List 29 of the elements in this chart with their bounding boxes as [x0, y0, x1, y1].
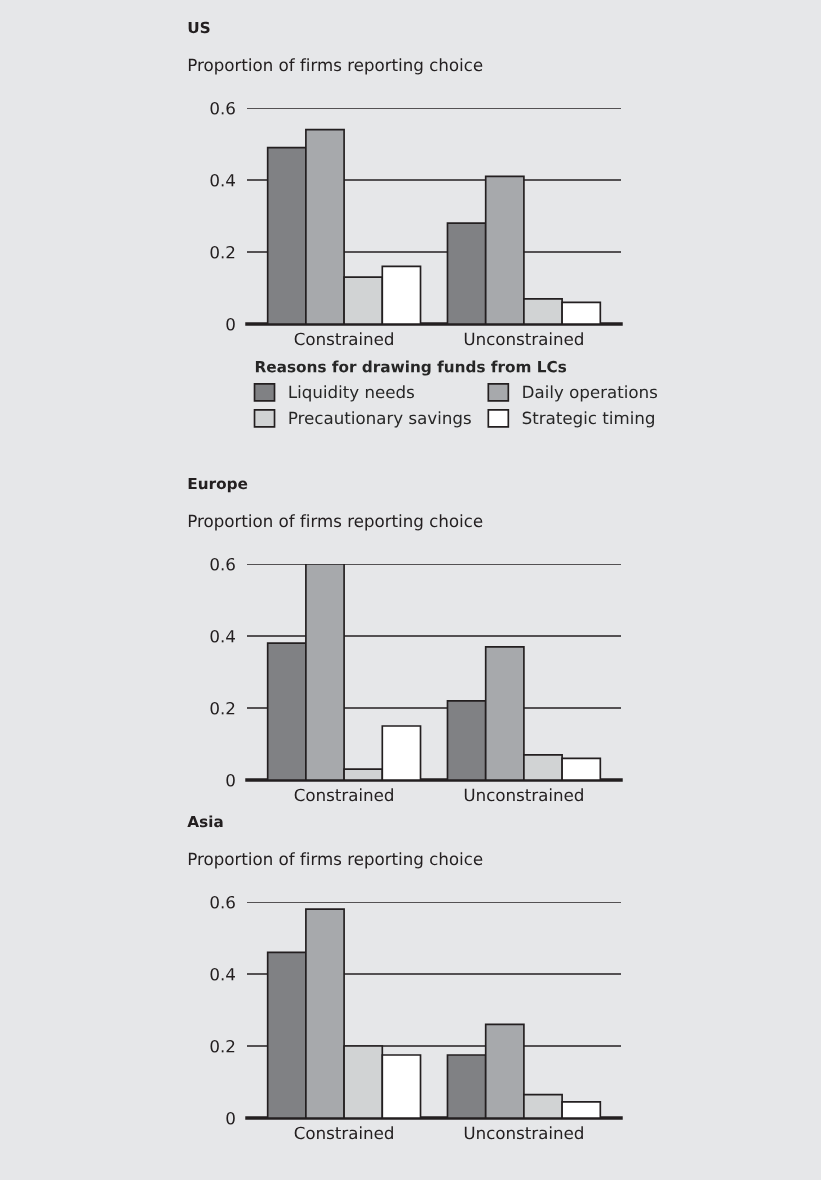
legend-label: Precautionary savings — [289, 411, 471, 428]
x-tick-label: Unconstrained — [464, 788, 583, 802]
x-tick-label: Constrained — [294, 332, 393, 346]
y-tick-label: 0.2 — [210, 701, 235, 715]
legend-label: Strategic timing — [522, 411, 654, 428]
y-tick-label: 0.4 — [210, 629, 235, 643]
legend-label: Liquidity needs — [289, 385, 414, 402]
x-tick-label: Unconstrained — [464, 332, 583, 346]
y-tick-label: 0 — [226, 317, 235, 331]
y-tick-label: 0.4 — [210, 967, 235, 981]
legend-label: Daily operations — [523, 385, 658, 402]
chart-subtitle: Proportion of firms reporting choice — [188, 852, 483, 869]
y-tick-label: 0.6 — [210, 101, 235, 115]
chart-title: Asia — [187, 815, 223, 828]
x-tick-label: Unconstrained — [464, 1126, 583, 1140]
y-tick-label: 0.6 — [210, 895, 235, 909]
chart-title: US — [188, 21, 210, 34]
y-tick-label: 0 — [226, 1111, 235, 1125]
chart-subtitle: Proportion of firms reporting choice — [188, 514, 483, 531]
x-tick-label: Constrained — [294, 1126, 393, 1140]
y-tick-label: 0.2 — [210, 1039, 235, 1053]
x-tick-label: Constrained — [294, 788, 393, 802]
y-tick-label: 0 — [226, 773, 235, 787]
y-tick-label: 0.6 — [210, 557, 235, 571]
y-tick-label: 0.4 — [210, 173, 235, 187]
y-tick-label: 0.2 — [210, 245, 235, 259]
chart-subtitle: Proportion of firms reporting choice — [188, 58, 483, 75]
chart-title: Europe — [188, 477, 248, 493]
legend-title: Reasons for drawing funds from LCs — [255, 360, 567, 376]
